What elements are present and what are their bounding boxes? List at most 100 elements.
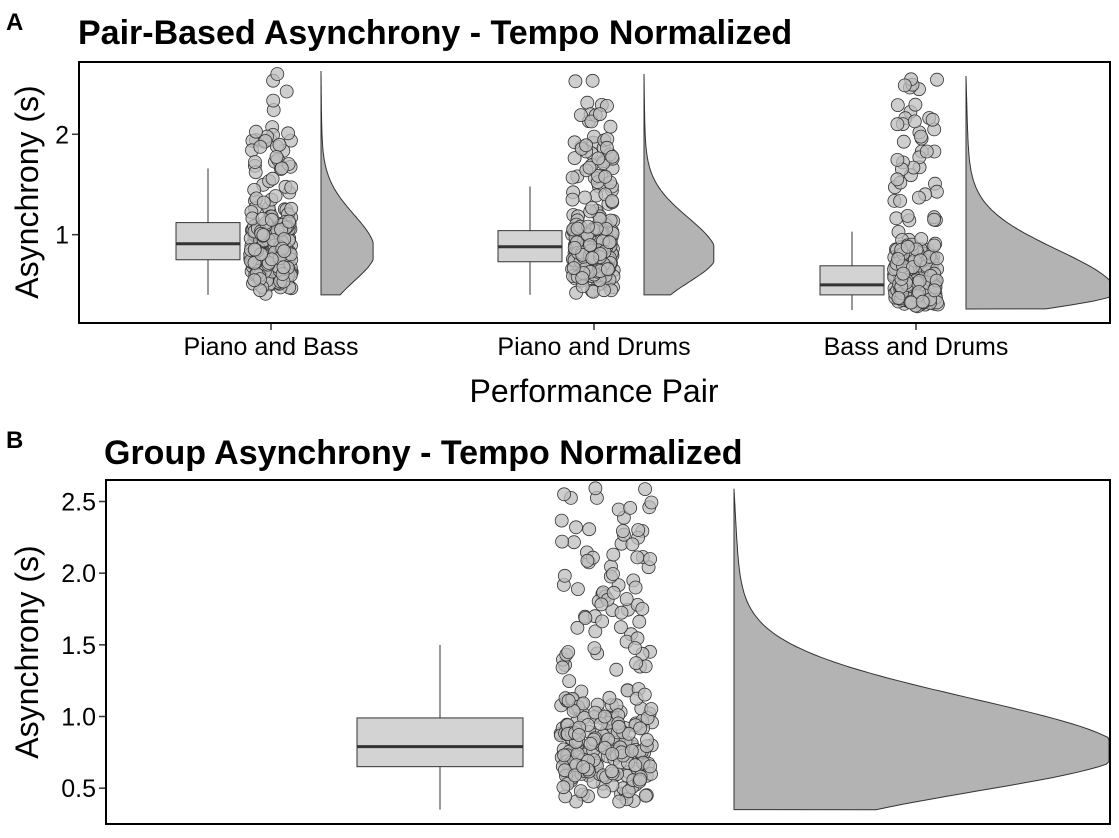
data-point [593,107,607,121]
y-tick-label: 2 [55,121,69,149]
data-point [265,171,280,186]
data-point [605,149,620,164]
data-point [595,614,609,629]
data-point [606,585,621,600]
data-point [624,744,639,758]
data-point [640,733,654,747]
data-point [565,170,580,185]
data-point [269,150,284,164]
data-point [644,495,659,510]
data-point [638,788,653,803]
data-point [568,768,582,783]
data-point [631,523,646,537]
data-point [927,283,942,298]
data-point [635,602,650,616]
data-point [611,719,626,734]
panel-b-plot-area: 0.5 1.0 1.5 2.0 2.5 [61,481,1110,811]
data-point [573,784,588,798]
data-point [628,580,643,595]
data-point [569,520,583,535]
panel-a-letter: A [6,9,23,36]
data-point [625,537,640,552]
data-point [247,273,262,288]
data-point [913,253,928,268]
data-point [279,84,294,99]
y-tick-label: 2.5 [61,489,96,517]
data-point [567,535,581,550]
panel-b-frame [105,479,1111,825]
data-point [567,151,582,166]
data-point [557,748,571,763]
data-point [612,794,627,809]
data-point [597,709,612,724]
data-point [556,780,571,795]
data-point [557,487,571,502]
data-point [630,550,645,565]
data-point [555,660,570,675]
data-point [633,721,647,736]
data-point [585,200,599,215]
data-point [889,211,904,226]
y-tick-label: 1 [55,222,69,250]
box-iqr [175,222,241,261]
data-point [266,93,281,108]
y-tick-label: 2.0 [61,560,96,588]
data-point [915,294,930,309]
data-point [597,784,611,799]
data-point [566,261,581,276]
panel-b-y-axis-title: Asynchrony (s) [9,545,45,758]
data-point [619,592,634,606]
data-point [896,266,911,281]
data-point [284,180,299,195]
data-point [925,112,940,127]
data-point [611,502,626,517]
data-point [890,98,905,112]
data-point [606,567,620,581]
data-point [628,758,643,773]
panel-a: A Pair-Based Asynchrony - Tempo Normaliz… [6,9,1111,409]
data-point [594,597,609,612]
data-point [570,620,585,635]
data-point [561,645,576,659]
data-point [897,78,912,93]
data-point [276,260,291,275]
y-tick-label: 1.0 [61,704,96,732]
panel-a-frame [78,61,1111,324]
data-point [927,238,942,253]
data-point [614,620,628,634]
data-point [588,624,603,639]
data-point [890,152,905,167]
data-point [284,201,299,216]
panel-a-x-axis-title: Performance Pair [470,373,719,409]
data-point [256,228,271,242]
data-point [247,242,262,257]
data-point [282,214,296,229]
data-point [623,500,638,515]
data-point [919,144,934,159]
data-point [890,117,905,132]
data-point [912,190,926,205]
data-point [614,605,629,620]
x-tick-label: Bass and Drums [824,333,1009,361]
data-point [253,139,268,154]
density-bass-and-drums [965,76,1111,310]
data-point [578,611,593,625]
data-point [272,137,287,152]
density-piano-and-bass [320,71,374,296]
data-point [605,194,619,208]
data-point [591,151,606,166]
data-point [893,193,907,208]
data-point [587,641,602,655]
data-point [602,690,617,705]
data-point [598,169,613,184]
data-point [890,172,905,187]
x-tick-label: Piano and Bass [183,333,358,361]
data-point [576,696,591,711]
data-point [900,208,915,223]
panel-b: B Group Asynchrony - Tempo Normalized 0.… [6,427,1111,825]
data-point [248,155,262,169]
data-point [582,160,597,175]
data-point [606,547,621,562]
box-iqr [819,265,885,296]
